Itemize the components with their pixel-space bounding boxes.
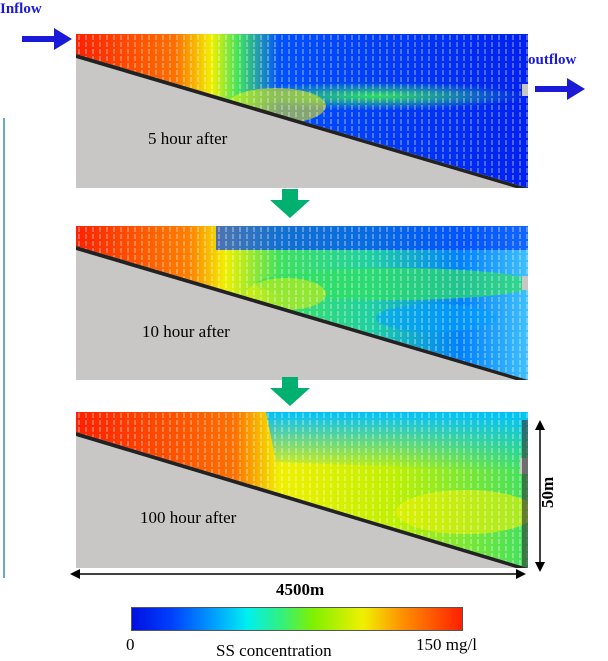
inflow-arrow-icon bbox=[22, 28, 72, 50]
colorbar-max-label: 150 mg/l bbox=[416, 635, 477, 654]
colorbar bbox=[131, 607, 463, 631]
concentration-field-100h bbox=[76, 412, 528, 568]
height-dimension-arrow-icon bbox=[535, 420, 545, 572]
outflow-arrow-icon bbox=[535, 78, 585, 100]
panel-5-hour: 5 hour after bbox=[76, 34, 528, 188]
colorbar-title: SS concentration bbox=[216, 641, 332, 660]
side-border-line bbox=[3, 118, 5, 578]
down-arrow-icon bbox=[270, 377, 310, 406]
panel-caption: 100 hour after bbox=[140, 508, 237, 527]
concentration-field-5h bbox=[76, 34, 528, 188]
height-dimension-label: 50m bbox=[538, 476, 557, 508]
colorbar-min-label: 0 bbox=[126, 635, 135, 654]
width-dimension-label: 4500m bbox=[276, 580, 325, 599]
concentration-field-10h bbox=[76, 226, 528, 380]
panel-100-hour: 100 hour after bbox=[76, 412, 528, 568]
outflow-label: outflow bbox=[528, 52, 577, 68]
panel-caption: 10 hour after bbox=[142, 322, 230, 341]
panel-10-hour: 10 hour after bbox=[76, 226, 528, 380]
inflow-label: Inflow bbox=[0, 1, 42, 17]
panel-caption: 5 hour after bbox=[148, 129, 228, 148]
down-arrow-icon bbox=[270, 189, 310, 218]
width-dimension-arrow-icon bbox=[70, 569, 526, 579]
